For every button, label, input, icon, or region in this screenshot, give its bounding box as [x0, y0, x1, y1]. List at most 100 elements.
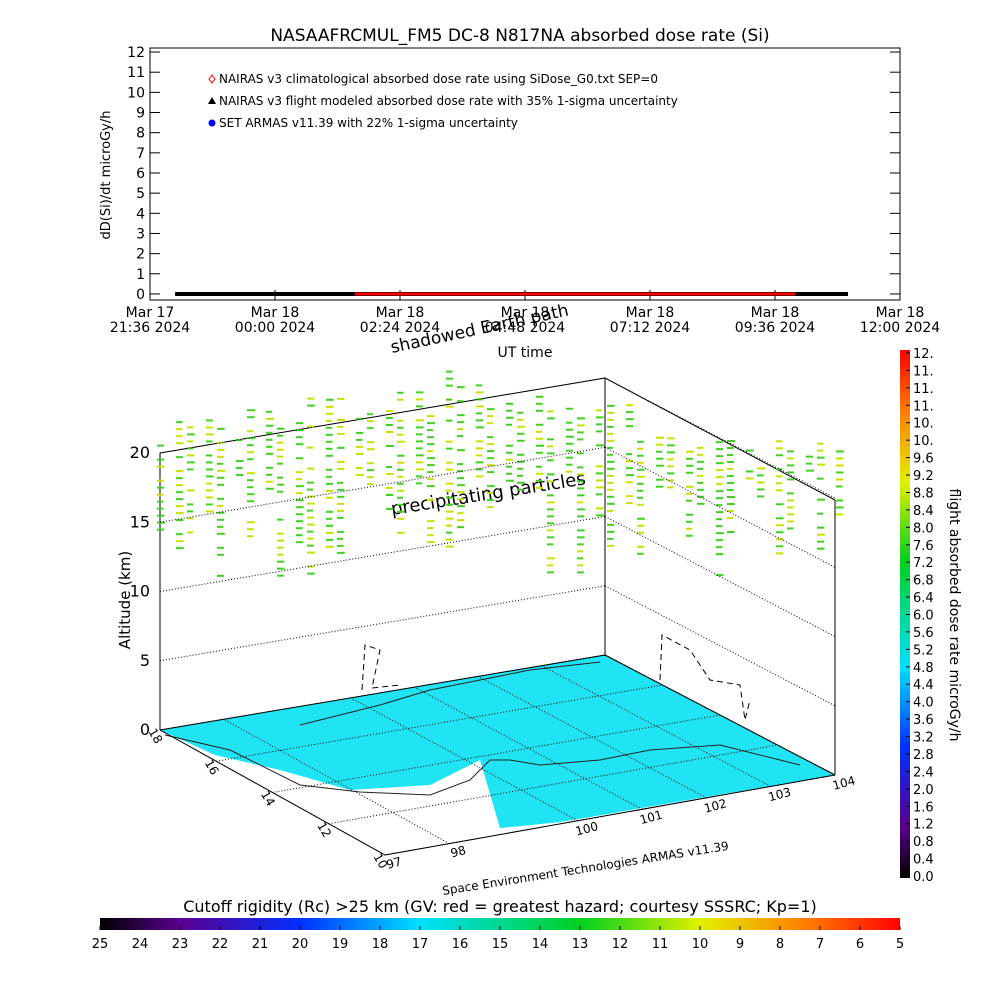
- y-tick-label: 1: [136, 267, 145, 283]
- legend-marker: [208, 97, 216, 104]
- colorbar-tick-label: 9.6: [913, 452, 934, 467]
- track: [361, 644, 401, 691]
- colorbar-tick-label: 22: [212, 937, 229, 952]
- x-tick-label: 100: [574, 819, 600, 838]
- y-tick-label: 16: [202, 757, 222, 777]
- colorbar-label: Cutoff rigidity (Rc) >25 km (GV: red = g…: [183, 897, 817, 916]
- colorbar-tick-label: 24: [132, 937, 149, 952]
- grid-line: [384, 774, 836, 856]
- grid-line: [216, 684, 663, 762]
- colorbar-tick-label: 8.8: [913, 486, 934, 501]
- colorbar-tick-label: 12: [612, 937, 629, 952]
- colorbar-tick-label: 2.8: [913, 748, 934, 763]
- colorbar-tick-label: 11: [652, 937, 669, 952]
- x-tick-label: Mar 18 00:00 2024: [234, 305, 316, 336]
- y-tick-label: 2: [136, 247, 145, 263]
- grid-line: [541, 665, 771, 787]
- colorbar-tick-label: 5.2: [913, 643, 934, 658]
- y-tick-label: 12: [127, 45, 145, 61]
- colorbar-tick-label: 1.2: [913, 818, 934, 833]
- y-tick-label: 9: [136, 106, 145, 122]
- grid-line: [604, 377, 836, 499]
- y-tick-label: 12: [314, 820, 334, 840]
- map-gulf: [480, 760, 620, 828]
- legend-label: SET ARMAS v11.39 with 22% 1-sigma uncert…: [219, 116, 518, 130]
- colorbar-tick-label: 9: [736, 937, 744, 952]
- x-tick-label: Mar 18 07:12 2024: [609, 305, 691, 336]
- y-tick-label: 18: [146, 726, 166, 746]
- x-tick-label: 103: [767, 785, 793, 804]
- colorbar-tick-label: 14: [532, 937, 549, 952]
- colorbar-tick-label: 8: [776, 937, 784, 952]
- colorbar-tick-label: 10: [692, 937, 709, 952]
- x-axis-label: UT time: [498, 345, 553, 361]
- grid-line: [223, 718, 450, 845]
- grid-line: [414, 686, 643, 810]
- colorbar-tick-label: 25: [92, 937, 109, 952]
- colorbar-tick-label: 6.0: [913, 609, 934, 624]
- chart-title: NASAAFRCMUL_FM5 DC-8 N817NA absorbed dos…: [270, 26, 769, 46]
- x-tick-label: 97: [385, 854, 403, 871]
- colorbar-tick-label: 6: [856, 937, 864, 952]
- y-tick-label: 6: [136, 166, 145, 182]
- colorbar-tick-label: 7.2: [913, 556, 934, 571]
- colorbar-tick-label: 5.6: [913, 626, 934, 641]
- x-tick-label: Mar 17 21:36 2024: [109, 305, 191, 336]
- colorbar-tick-label: 16: [452, 937, 469, 952]
- colorbar-tick-label: 1.6: [913, 800, 934, 815]
- colorbar-tick-label: 12.: [913, 347, 934, 362]
- z-tick-label: 5: [140, 651, 150, 670]
- legend-label: NAIRAS v3 climatological absorbed dose r…: [219, 72, 658, 86]
- y-tick-label: 14: [258, 788, 278, 808]
- y-tick-label: 8: [136, 126, 145, 142]
- colorbar-tick-label: 0.0: [913, 870, 934, 885]
- colorbar-tick-label: 7.6: [913, 539, 934, 554]
- colorbar-tick-label: 4.0: [913, 696, 934, 711]
- colorbar-tick-label: 3.6: [913, 713, 934, 728]
- x-tick-label: Mar 18 02:24 2024: [359, 305, 441, 336]
- y-tick-label: 4: [136, 206, 145, 222]
- colorbar-tick-label: 4.4: [913, 678, 934, 693]
- grid-line: [604, 446, 836, 568]
- y-tick-label: 10: [371, 851, 391, 871]
- z-tick-label: 15: [130, 512, 150, 531]
- colorbar-tick-label: 20: [292, 937, 309, 952]
- z-tick-label: 20: [130, 443, 150, 462]
- y-tick-label: 0: [136, 287, 145, 303]
- coastline: [164, 734, 801, 796]
- grid-line: [159, 377, 606, 454]
- colorbar-tick-label: 11.: [913, 382, 934, 397]
- y-tick-label: 3: [136, 226, 145, 242]
- flight-track: [361, 634, 751, 721]
- grid-line: [159, 516, 606, 592]
- x-tick-label: 104: [831, 773, 857, 792]
- colorbar-tick-label: 3.2: [913, 731, 934, 746]
- grid-line: [328, 744, 778, 825]
- colorbar-tick-label: 11.: [913, 399, 934, 414]
- legend-marker: [208, 119, 216, 127]
- y-axis-label: dD(Si)/dt microGy/h: [99, 111, 114, 240]
- colorbar-tick-label: 11.: [913, 364, 934, 379]
- colorbar-tick-label: 0.8: [913, 835, 934, 850]
- colorbar-tick-label: 10.: [913, 434, 934, 449]
- edge: [604, 377, 836, 501]
- grid-line: [159, 446, 606, 523]
- colorbar-label: flight absorbed dose rate microGy/h: [946, 489, 962, 742]
- colorbar-tick-label: 9.2: [913, 469, 934, 484]
- colorbar-tick-label: 10.: [913, 417, 934, 432]
- legend-marker: [208, 74, 216, 84]
- colorbar-tick-label: 5: [896, 937, 904, 952]
- x-tick-label: 101: [638, 808, 664, 827]
- grid-line: [604, 654, 836, 776]
- grid-line: [604, 585, 836, 707]
- colorbar-tick-label: 8.0: [913, 521, 934, 536]
- x-tick-label: Mar 18 04:48 2024: [484, 305, 566, 336]
- colorbar-tick-label: 15: [492, 937, 509, 952]
- colorbar-dose: [900, 350, 910, 878]
- colorbar-tick-label: 19: [332, 937, 349, 952]
- grid-line: [350, 697, 579, 822]
- colorbar-tick-label: 13: [572, 937, 589, 952]
- colorbar-tick-label: 21: [252, 937, 269, 952]
